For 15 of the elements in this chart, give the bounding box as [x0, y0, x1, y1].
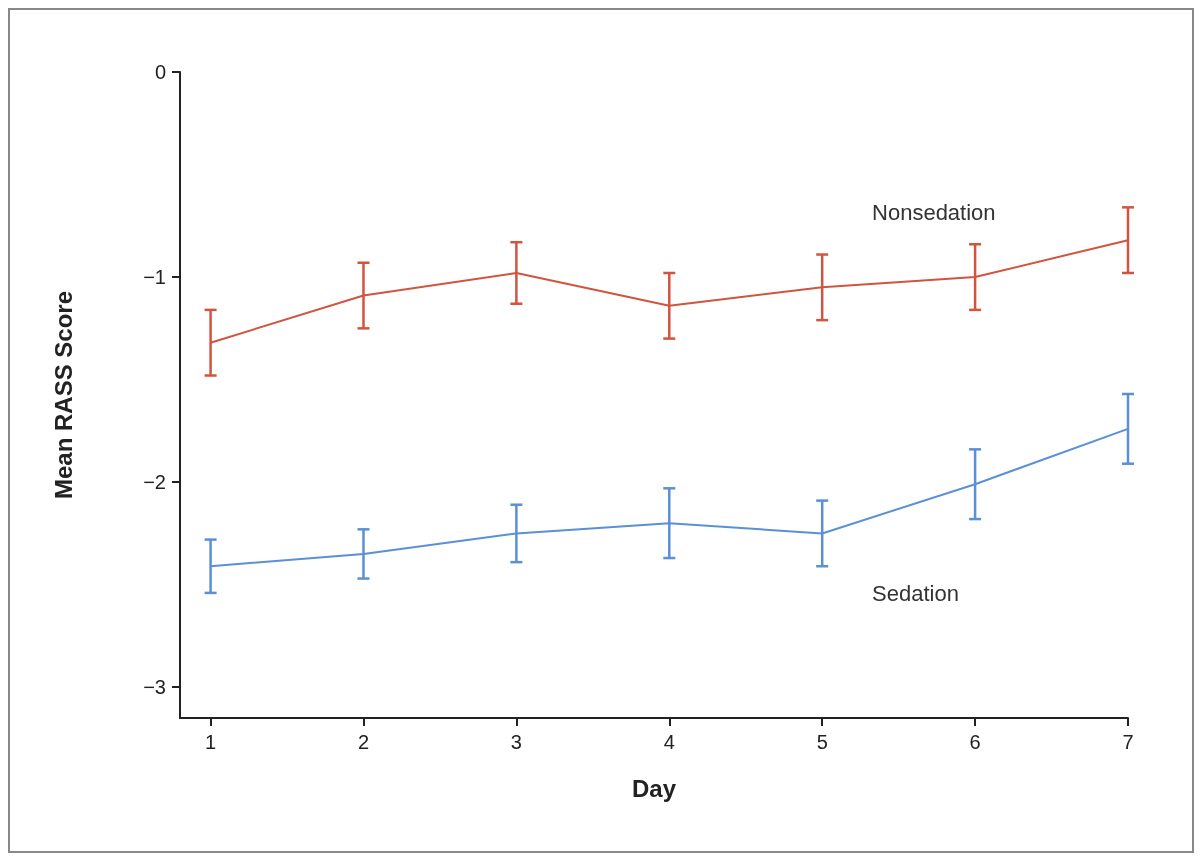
y-axis-title: Mean RASS Score	[49, 290, 77, 500]
x-tick-label: 3	[510, 731, 522, 753]
x-tick-label: 6	[969, 731, 981, 753]
y-tick-label: −3	[143, 676, 166, 699]
x-tick-label: 2	[357, 731, 370, 753]
x-tick-label: 5	[816, 731, 828, 753]
x-tick-label: 7	[1122, 731, 1134, 753]
x-tick-label: 1	[205, 731, 217, 753]
y-tick-label: −2	[143, 471, 166, 494]
x-axis-title: Day	[631, 774, 677, 802]
y-tick-label: −1	[143, 266, 166, 289]
x-tick-label: 4	[663, 731, 675, 753]
text: Sedation	[872, 580, 959, 606]
text: Nonsedation	[872, 199, 996, 225]
y-tick-label: 0	[154, 61, 166, 83]
